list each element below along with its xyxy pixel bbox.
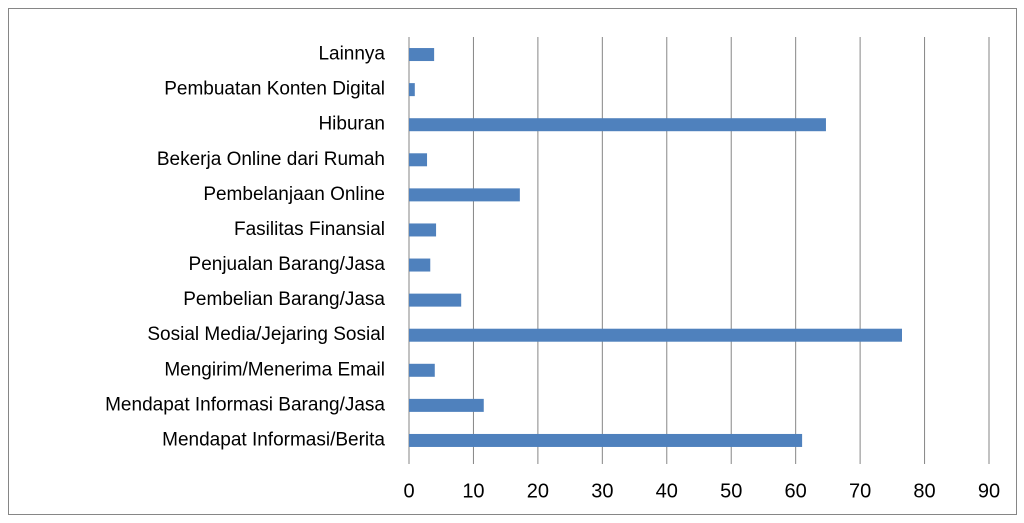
- bar: [409, 398, 484, 412]
- y-tick-label: Sosial Media/Jejaring Sosial: [147, 324, 385, 345]
- x-tick-label: 60: [785, 480, 807, 502]
- y-tick-label: Lainnya: [318, 44, 385, 65]
- bar: [409, 153, 428, 167]
- y-tick-label: Penjualan Barang/Jasa: [189, 254, 386, 275]
- bar: [409, 433, 803, 447]
- x-tick-label: 20: [527, 480, 549, 502]
- y-tick-label: Pembelanjaan Online: [203, 184, 385, 205]
- y-tick-label: Pembelian Barang/Jasa: [183, 289, 385, 310]
- y-tick-label: Pembuatan Konten Digital: [164, 79, 385, 100]
- x-tick-label: 10: [462, 480, 484, 502]
- y-tick-label: Mendapat Informasi/Berita: [162, 429, 385, 450]
- bar: [409, 293, 462, 307]
- x-tick-label: 30: [591, 480, 613, 502]
- chart-frame: [8, 8, 1017, 515]
- y-tick-label: Bekerja Online dari Rumah: [157, 149, 385, 170]
- x-tick-label: 70: [849, 480, 871, 502]
- bar: [409, 328, 902, 342]
- x-tick-label: 90: [978, 480, 1000, 502]
- y-tick-label: Mengirim/Menerima Email: [164, 359, 385, 380]
- x-tick-label: 40: [656, 480, 678, 502]
- x-tick-label: 50: [720, 480, 742, 502]
- bar: [409, 223, 437, 237]
- bar: [409, 83, 415, 97]
- x-tick-label: 0: [403, 480, 414, 502]
- y-tick-label: Hiburan: [318, 114, 385, 135]
- bar: [409, 48, 435, 62]
- bar: [409, 118, 826, 132]
- x-tick-label: 80: [913, 480, 935, 502]
- y-tick-label: Fasilitas Finansial: [234, 219, 385, 240]
- bar: [409, 188, 520, 202]
- y-tick-label: Mendapat Informasi Barang/Jasa: [105, 394, 385, 415]
- bar: [409, 363, 435, 377]
- bar: [409, 258, 431, 272]
